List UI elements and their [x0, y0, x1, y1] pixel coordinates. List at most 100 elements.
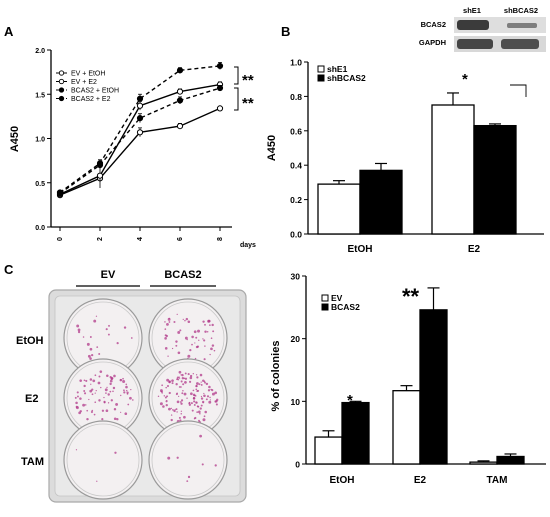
colony-dot — [176, 376, 180, 379]
colony-dot — [185, 317, 189, 321]
colony-dot — [116, 341, 119, 345]
colony-dot — [202, 320, 205, 323]
colony-dot — [162, 405, 165, 408]
colony-dot — [186, 338, 188, 341]
colony-dot — [204, 410, 207, 414]
b-y-tick-label: 0.2 — [290, 195, 302, 205]
plate-well-rim — [66, 423, 140, 497]
a-y-axis-title: A450 — [9, 126, 21, 152]
c-bar-ev-etoh — [314, 436, 343, 465]
c-legend-label: EV — [331, 293, 343, 303]
colony-dot — [209, 353, 211, 356]
colony-dot — [202, 338, 204, 340]
colony-dot — [109, 379, 113, 383]
b-y-tick-label: 0.8 — [290, 92, 302, 102]
colony-dot — [82, 403, 86, 407]
colony-dot — [110, 399, 113, 402]
colony-dot — [175, 344, 178, 347]
c-category-label: TAM — [487, 475, 508, 486]
colony-dot — [159, 402, 163, 406]
colony-dot — [195, 336, 198, 339]
colony-dot — [125, 385, 128, 389]
colony-dot — [177, 331, 181, 334]
c-bar-ev-tam — [469, 461, 498, 465]
a-y-tick-label: 0.0 — [35, 225, 45, 232]
colony-dot — [90, 383, 92, 385]
colony-dot — [173, 409, 176, 413]
b-legend-swatch — [317, 65, 325, 73]
colony-dot — [93, 413, 96, 416]
colony-dot — [175, 340, 178, 343]
b-bar-she1-e2 — [431, 104, 475, 235]
colony-dot — [75, 449, 78, 451]
a-point — [216, 105, 224, 112]
colony-dot — [190, 392, 193, 396]
colony-dot — [86, 409, 89, 412]
colony-dot — [199, 373, 203, 377]
colony-dot — [85, 379, 88, 382]
b-bracket — [510, 84, 527, 97]
colony-dot — [176, 378, 179, 381]
colony-dot — [166, 395, 169, 398]
colony-dot — [90, 411, 93, 414]
colony-dot — [203, 339, 206, 342]
colony-dot — [74, 396, 77, 399]
colony-dot — [215, 403, 218, 406]
a-point — [176, 88, 184, 95]
colony-dot — [199, 434, 203, 438]
colony-dot — [87, 354, 91, 358]
colony-dot — [107, 333, 110, 336]
colony-dot — [123, 391, 126, 394]
colony-dot — [96, 480, 98, 482]
b-legend-label: shE1 — [327, 64, 348, 74]
a-x-tick-label: 0 — [57, 237, 64, 241]
colony-dot — [94, 392, 96, 394]
colony-dot — [108, 324, 110, 327]
a-legend-marker — [58, 95, 65, 102]
colony-dot — [89, 378, 93, 381]
colony-dot — [203, 415, 206, 418]
colony-dot — [170, 407, 173, 410]
colony-dot — [165, 403, 168, 407]
colony-dot — [193, 418, 196, 420]
colony-dot — [192, 373, 194, 375]
colony-dot — [98, 352, 101, 355]
colony-dot — [211, 344, 215, 347]
colony-dot — [171, 379, 174, 382]
colony-dot — [181, 377, 185, 380]
colony-dot — [173, 320, 176, 324]
colony-dot — [182, 318, 184, 321]
colony-dot — [159, 389, 163, 393]
colony-dot — [104, 388, 108, 392]
colony-dot — [177, 351, 181, 355]
colony-dot — [198, 410, 201, 414]
colony-dot — [180, 380, 183, 383]
b-bar-shbcas2-etoh — [359, 169, 403, 235]
colony-dot — [172, 409, 174, 411]
colony-dot — [203, 394, 206, 398]
colony-dot — [120, 378, 122, 381]
colony-dot — [84, 404, 87, 406]
colony-dot — [167, 317, 171, 321]
panel-letter-b: B — [281, 24, 290, 39]
colony-dot — [175, 383, 178, 386]
colony-dot — [176, 400, 180, 404]
colony-dot — [197, 405, 200, 408]
colony-dot — [77, 395, 79, 398]
colony-dot — [113, 374, 116, 378]
plate-row-label-etoh: EtOH — [16, 335, 44, 347]
colony-dot — [105, 392, 107, 394]
a-x-axis-title: days — [240, 242, 256, 249]
colony-dot — [196, 382, 199, 385]
colony-dot — [195, 384, 198, 388]
colony-dot — [123, 389, 125, 392]
colony-dot — [116, 418, 119, 421]
colony-dot — [196, 411, 199, 413]
colony-dot — [204, 323, 206, 326]
colony-dot — [187, 320, 191, 324]
colony-dot — [184, 377, 188, 380]
colony-dot — [114, 451, 117, 454]
colony-dot — [164, 396, 167, 399]
c-significance-1: * — [347, 392, 353, 409]
